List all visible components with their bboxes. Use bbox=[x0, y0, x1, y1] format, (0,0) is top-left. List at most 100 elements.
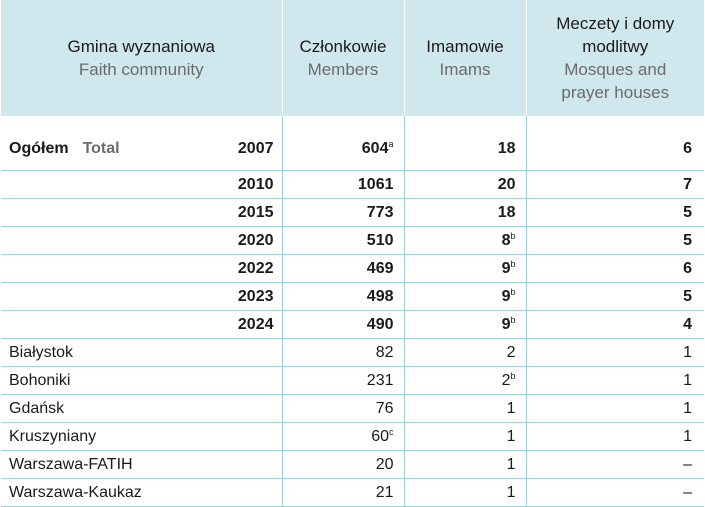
imams-cell: 9b bbox=[404, 282, 527, 311]
imams-cell: 20 bbox=[404, 170, 527, 199]
table-row: 2020 510 8b 5 bbox=[1, 226, 704, 255]
members-cell: 490 bbox=[282, 310, 405, 339]
header-imams-en: Imams bbox=[439, 60, 491, 79]
members-value: 510 bbox=[366, 231, 394, 249]
table-row: Warszawa-FATIH 20 1 – bbox=[1, 450, 704, 479]
header-mosques: Meczety i domy modlitwy Mosques and pray… bbox=[526, 0, 704, 116]
footnote-mark: c bbox=[389, 426, 394, 437]
members-value: 231 bbox=[366, 371, 394, 389]
table-row: Gdańsk 76 1 1 bbox=[1, 394, 704, 423]
header-mosques-en: Mosques and prayer houses bbox=[561, 60, 670, 102]
members-value: 1061 bbox=[357, 175, 394, 193]
total-label-pl: Ogółem bbox=[9, 140, 69, 157]
mosques-cell: 1 bbox=[526, 422, 704, 451]
members-value: 76 bbox=[375, 399, 394, 417]
table-row: Kruszyniany 60c 1 1 bbox=[1, 422, 704, 451]
imams-cell: 18 bbox=[404, 116, 527, 171]
year-cell: 2007 bbox=[167, 116, 283, 171]
community-name: Warszawa-FATIH bbox=[1, 450, 283, 479]
members-cell: 60c bbox=[282, 422, 405, 451]
footnote-mark: b bbox=[510, 286, 516, 297]
header-mosques-pl: Meczety i domy modlitwy bbox=[556, 14, 675, 56]
imams-cell: 9b bbox=[404, 310, 527, 339]
header-imams-pl: Imamowie bbox=[426, 37, 504, 56]
header-members-pl: Członkowie bbox=[299, 37, 387, 56]
imams-cell: 1 bbox=[404, 450, 527, 479]
imams-value: 2 bbox=[501, 371, 511, 389]
table-row: 2023 498 9b 5 bbox=[1, 282, 704, 311]
imams-value: 18 bbox=[497, 203, 516, 221]
footnote-mark: b bbox=[510, 230, 516, 241]
members-value: 82 bbox=[375, 343, 394, 361]
imams-value: 1 bbox=[506, 399, 516, 417]
community-name: Warszawa-Kaukaz bbox=[1, 478, 283, 507]
imams-value: 18 bbox=[497, 140, 516, 157]
members-value: 21 bbox=[375, 483, 394, 501]
table-row: 2015 773 18 5 bbox=[1, 198, 704, 227]
members-value: 604 bbox=[361, 140, 389, 157]
community-name: Kruszyniany bbox=[1, 422, 283, 451]
imams-value: 1 bbox=[506, 483, 516, 501]
community-name: Bohoniki bbox=[1, 366, 283, 395]
mosques-cell: 1 bbox=[526, 338, 704, 367]
mosques-cell: 4 bbox=[526, 310, 704, 339]
imams-cell: 18 bbox=[404, 198, 527, 227]
table-row: Ogółem Total 2007 604a 18 6 bbox=[1, 116, 704, 171]
members-cell: 20 bbox=[282, 450, 405, 479]
members-value: 20 bbox=[375, 455, 394, 473]
mosques-cell: 1 bbox=[526, 366, 704, 395]
imams-value: 1 bbox=[506, 455, 516, 473]
imams-value: 9 bbox=[501, 287, 511, 305]
imams-value: 1 bbox=[506, 427, 516, 445]
year-cell: 2020 bbox=[167, 226, 283, 255]
table-row: Białystok 82 2 1 bbox=[1, 338, 704, 367]
members-value: 498 bbox=[366, 287, 394, 305]
year-cell: 2010 bbox=[167, 170, 283, 199]
members-cell: 510 bbox=[282, 226, 405, 255]
footnote-mark: b bbox=[510, 314, 516, 325]
year-cell: 2024 bbox=[167, 310, 283, 339]
community-name: Gdańsk bbox=[1, 394, 283, 423]
year-cell: 2023 bbox=[167, 282, 283, 311]
members-cell: 1061 bbox=[282, 170, 405, 199]
table-row: Warszawa-Kaukaz 21 1 – bbox=[1, 478, 704, 507]
members-cell: 76 bbox=[282, 394, 405, 423]
table-row: 2022 469 9b 6 bbox=[1, 254, 704, 283]
members-value: 469 bbox=[366, 259, 394, 277]
imams-value: 9 bbox=[501, 315, 511, 333]
members-cell: 498 bbox=[282, 282, 405, 311]
imams-cell: 1 bbox=[404, 422, 527, 451]
mosques-cell: 5 bbox=[526, 282, 704, 311]
members-cell: 82 bbox=[282, 338, 405, 367]
header-community-pl: Gmina wyznaniowa bbox=[67, 37, 215, 56]
year-cell: 2022 bbox=[167, 254, 283, 283]
imams-cell: 9b bbox=[404, 254, 527, 283]
members-value: 773 bbox=[366, 203, 394, 221]
mosques-cell: 6 bbox=[526, 254, 704, 283]
imams-cell: 2 bbox=[404, 338, 527, 367]
mosques-cell: 5 bbox=[526, 198, 704, 227]
header-imams: Imamowie Imams bbox=[404, 0, 527, 116]
members-cell: 231 bbox=[282, 366, 405, 395]
header-members: Członkowie Members bbox=[282, 0, 405, 116]
footnote-mark: a bbox=[388, 139, 394, 149]
imams-cell: 8b bbox=[404, 226, 527, 255]
imams-value: 2 bbox=[506, 343, 516, 361]
mosques-cell: 1 bbox=[526, 394, 704, 423]
members-cell: 773 bbox=[282, 198, 405, 227]
year-cell: 2015 bbox=[167, 198, 283, 227]
mosques-cell: – bbox=[526, 450, 704, 479]
members-value: 60 bbox=[371, 427, 389, 445]
table-row: Bohoniki 231 2b 1 bbox=[1, 366, 704, 395]
total-label-cell: Ogółem Total bbox=[1, 116, 167, 171]
footnote-mark: b bbox=[510, 370, 516, 381]
imams-cell: 1 bbox=[404, 478, 527, 507]
mosques-cell: – bbox=[526, 478, 704, 507]
imams-value: 9 bbox=[501, 259, 511, 277]
imams-cell: 2b bbox=[404, 366, 527, 395]
members-value: 490 bbox=[366, 315, 394, 333]
table-row: 2024 490 9b 4 bbox=[1, 310, 704, 339]
mosques-cell: 5 bbox=[526, 226, 704, 255]
header-row: Gmina wyznaniowa Faith community Członko… bbox=[1, 0, 704, 116]
